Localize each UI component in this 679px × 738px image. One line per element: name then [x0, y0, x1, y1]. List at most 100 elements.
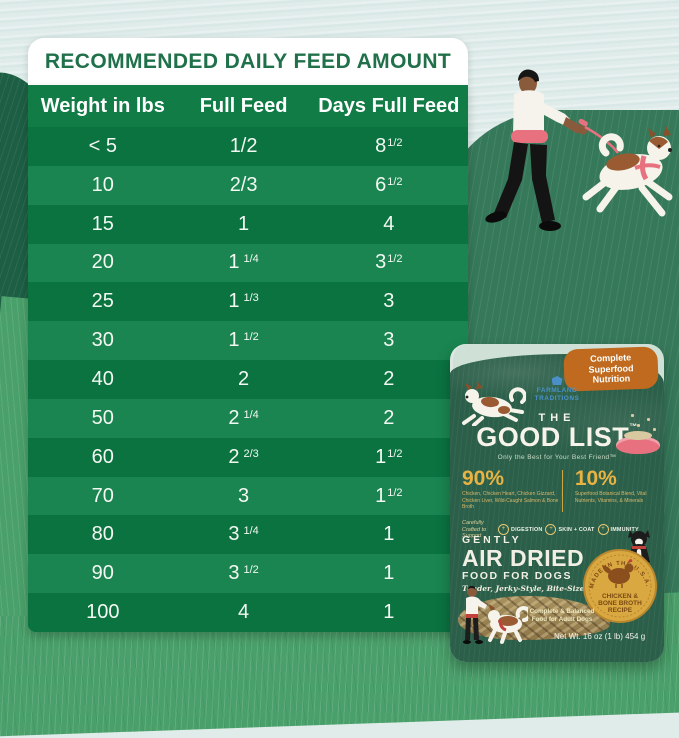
digestion-icon: +	[498, 524, 509, 536]
table-row: 100 4 1	[28, 593, 468, 632]
weight-cell: 80	[91, 523, 114, 546]
full-feed-cell: 2 2/3	[228, 445, 259, 468]
complete-balanced-label: Complete & Balanced Food for Adult Dogs	[529, 608, 595, 624]
kibble-crumb	[653, 428, 656, 431]
weight-cell: 90	[91, 562, 114, 585]
days-full-feed-cell: 11/2	[375, 445, 403, 468]
weight-cell: 30	[91, 329, 114, 352]
crafted-label: Carefully Crafted to Support	[462, 520, 487, 540]
feed-table: Weight in lbs Full Feed Days Full Feed <…	[28, 85, 468, 632]
weight-cell: 40	[91, 367, 114, 390]
days-full-feed-cell: 3	[383, 290, 395, 313]
weight-cell: 60	[91, 445, 114, 468]
column-weight: Weight in lbs	[40, 94, 165, 117]
kibble-crumb	[637, 424, 640, 427]
immunity-icon: +	[597, 524, 609, 536]
days-full-feed-cell: 31/2	[375, 251, 403, 274]
stat-90-value: 90%	[462, 467, 505, 490]
days-full-feed-cell: 1	[383, 523, 395, 546]
weight-cell: < 5	[88, 134, 117, 157]
brand-name-line2: TRADITIONS	[534, 394, 580, 402]
brand-name-line1: FARMLAND	[536, 387, 578, 394]
kibble-crumb	[647, 418, 650, 421]
net-weight-label: Net Wt. 16 oz (1 lb) 454 g	[554, 632, 646, 641]
page-title: RECOMMENDED DAILY FEED AMOUNT	[28, 38, 468, 85]
full-feed-cell: 3 1/2	[228, 562, 259, 585]
man-figure	[485, 69, 588, 231]
food-for-dogs-label: FOOD FOR DOGS	[462, 570, 573, 583]
chicken-icon	[602, 559, 638, 588]
seal-recipe-line2: BONE BROTH	[598, 600, 642, 607]
table-row: 70 3 11/2	[28, 476, 468, 516]
brand-logo: FARMLAND TRADITIONS	[450, 376, 664, 403]
full-feed-cell: 4	[238, 601, 250, 624]
product-title: GOOD LIST™	[450, 422, 664, 453]
stat-10-percent: 10% Superfood Botanical Blend, Vital Nut…	[567, 468, 654, 516]
days-full-feed-cell: 11/2	[375, 484, 403, 507]
table-row: 20 1 1/4 31/2	[28, 243, 468, 283]
table-row: 10 2/3 61/2	[28, 165, 468, 205]
days-full-feed-cell: 1	[383, 601, 395, 624]
table-row: 90 3 1/2 1	[28, 554, 468, 594]
table-row: 30 1 1/2 3	[28, 321, 468, 361]
weight-cell: 20	[91, 251, 114, 274]
stats-divider	[561, 470, 563, 512]
benefit-digestion: + DIGESTION	[498, 524, 543, 536]
full-feed-cell: 1 1/2	[228, 329, 259, 352]
dog-figure	[582, 126, 673, 217]
table-row: 25 1 1/3 3	[28, 282, 468, 322]
weight-cell: 100	[86, 601, 120, 624]
full-feed-cell: 3 1/4	[228, 523, 259, 546]
table-body: < 5 1/2 81/2 10 2/3 61/2 15 1 4 20 1 1/4 31/2 25 1 1/3 3…	[28, 127, 468, 632]
stat-10-description: Superfood Botanical Blend, Vital Nutrien…	[574, 491, 647, 504]
trademark-symbol: ™	[629, 422, 638, 431]
full-feed-cell: 1 1/3	[228, 290, 259, 313]
full-feed-cell: 1/2	[229, 134, 258, 157]
morsels-tagline: Tender, Jerky-Style, Bite-Sized Morsels	[462, 584, 626, 593]
gently-label: GENTLY	[462, 534, 522, 546]
weight-cell: 70	[91, 484, 114, 507]
full-feed-cell: 1 1/4	[228, 251, 259, 274]
seal-recipe-line1: CHICKEN &	[602, 593, 638, 600]
days-full-feed-cell: 81/2	[375, 134, 403, 157]
table-row: 50 2 1/4 2	[28, 398, 468, 438]
air-dried-label: AIR DRIED	[462, 545, 585, 571]
dog-bowl-icon	[616, 431, 660, 454]
table-row: < 5 1/2 81/2	[28, 127, 468, 166]
weight-cell: 25	[91, 290, 114, 313]
days-full-feed-cell: 2	[383, 406, 395, 429]
weight-cell: 50	[91, 406, 114, 429]
weight-cell: 15	[91, 212, 114, 235]
days-full-feed-cell: 4	[383, 212, 395, 235]
weight-cell: 10	[91, 173, 114, 196]
column-days-full-feed: Days Full Feed	[318, 94, 460, 117]
stat-10-value: 10%	[574, 467, 617, 490]
product-package: Complete Superfood Nutrition FARMLAND TR…	[450, 344, 664, 662]
full-feed-cell: 1	[238, 212, 250, 235]
full-feed-cell: 2	[238, 367, 250, 390]
product-tagline: Only the Best for Your Best Friend™	[497, 454, 617, 461]
stat-90-percent: 90% Chicken, Chicken Heart, Chicken Gizz…	[462, 468, 562, 516]
benefit-immunity: + IMMUNITY	[597, 524, 639, 536]
benefit-digestion-label: DIGESTION	[511, 526, 543, 533]
air-dried-block: GENTLY AIR DRIED FOOD FOR DOGS	[462, 515, 584, 582]
brand-crest-icon	[551, 376, 563, 385]
column-full-feed: Full Feed	[199, 94, 288, 117]
days-full-feed-cell: 3	[383, 329, 395, 352]
table-row: 80 3 1/4 1	[28, 515, 468, 555]
man-walking-dog-illustration	[485, 69, 673, 231]
jumping-dog-icon	[462, 382, 526, 426]
seal-recipe-line3: RECIPE	[608, 607, 633, 614]
table-row: 40 2 2	[28, 360, 468, 399]
product-title-text: GOOD LIST	[476, 422, 630, 452]
table-row: 60 2 2/3 11/2	[28, 437, 468, 477]
full-feed-cell: 2/3	[229, 173, 258, 196]
benefits-row: Carefully Crafted to Support + DIGESTION…	[462, 520, 660, 540]
table-row: 15 1 4	[28, 204, 468, 244]
benefit-skin-coat-label: SKIN + COAT	[558, 526, 595, 533]
kibble-crumb	[631, 414, 634, 417]
boy-and-dog-icon	[463, 585, 528, 644]
table-header-row: Weight in lbs Full Feed Days Full Feed	[28, 85, 468, 127]
stat-90-description: Chicken, Chicken Heart, Chicken Gizzard,…	[462, 491, 559, 510]
benefit-skin-coat: + SKIN + COAT	[545, 524, 595, 536]
